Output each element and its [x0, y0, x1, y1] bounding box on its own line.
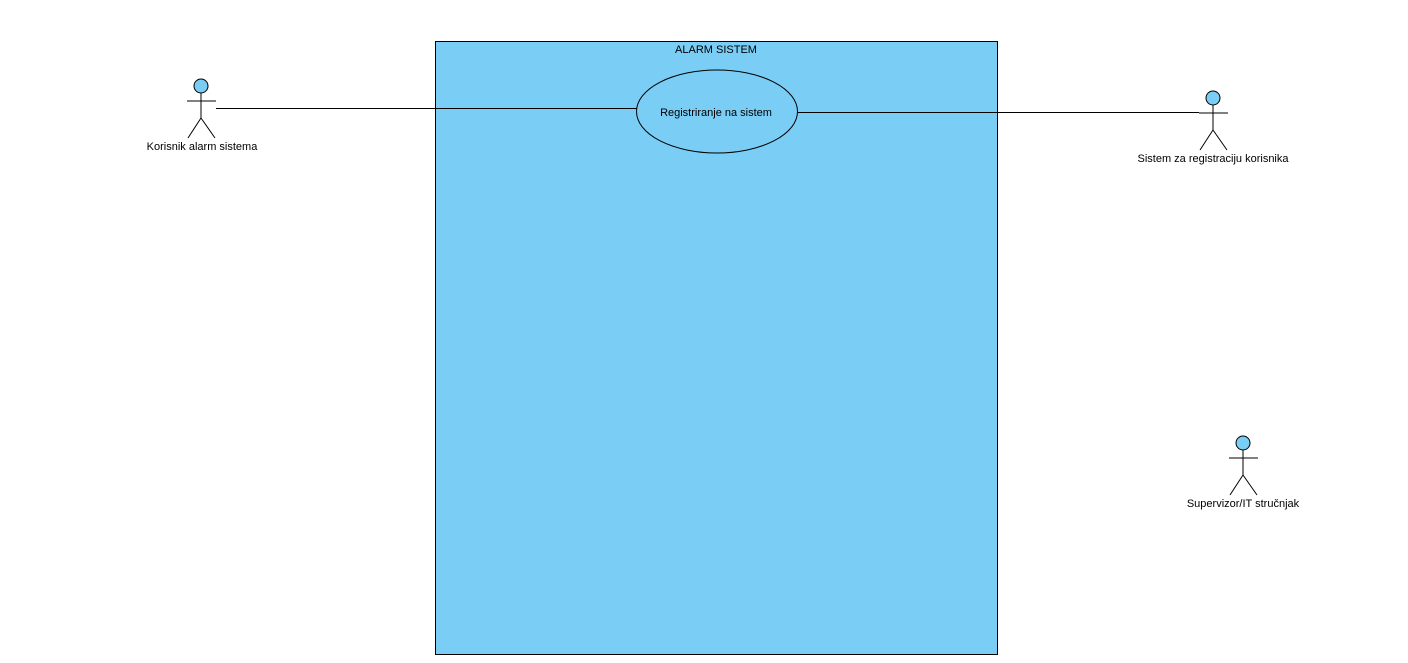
- actor-label: Supervizor/IT stručnjak: [1187, 498, 1300, 510]
- actor-korisnik-alarm-sistema[interactable]: Korisnik alarm sistema: [147, 78, 259, 153]
- stick-figure-icon: [187, 78, 216, 139]
- actor-label: Korisnik alarm sistema: [147, 141, 259, 153]
- actor-sistem-za-registraciju-korisnika[interactable]: Sistem za registraciju korisnika: [1138, 90, 1290, 165]
- system-boundary-title: ALARM SISTEM: [675, 44, 757, 56]
- stick-figure-icon: [1199, 90, 1228, 151]
- use-case-registriranje-na-sistem[interactable]: Registriranje na sistem: [636, 69, 798, 154]
- actor-supervizor-it-strucnjak[interactable]: Supervizor/IT stručnjak: [1187, 435, 1300, 510]
- stick-figure-icon: [1229, 435, 1258, 496]
- actor-label: Sistem za registraciju korisnika: [1138, 153, 1290, 165]
- use-case-label: Registriranje na sistem: [660, 107, 772, 119]
